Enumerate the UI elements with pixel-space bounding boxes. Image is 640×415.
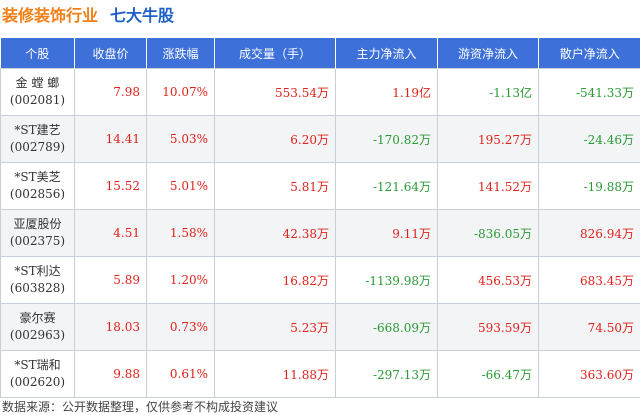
stock-name: *ST利达 (14, 264, 61, 278)
value-cell: 9.88 (74, 350, 147, 398)
stock-name: 亚厦股份 (13, 217, 62, 231)
value-cell: 9.11万 (335, 209, 438, 257)
title: 装修装饰行业 七大牛股 (2, 2, 174, 26)
value-cell: 0.73% (146, 303, 215, 351)
table-body: 金 螳 螂 (002081) 7.98 10.07% 553.54万 1.19亿 -1.13… (0, 68, 640, 398)
stock-cell: *ST瑞和 (002620) (0, 350, 75, 398)
value-cell: 141.52万 (437, 162, 539, 210)
value-cell: -121.64万 (335, 162, 438, 210)
value-cell: 5.89 (74, 256, 147, 304)
value-cell: 11.88万 (214, 350, 336, 398)
value-cell: 10.07% (146, 68, 215, 116)
value-cell: 5.03% (146, 115, 215, 163)
value-cell: 42.38万 (214, 209, 336, 257)
column-header: 收盘价 (74, 38, 147, 69)
value-cell: 74.50万 (538, 303, 640, 351)
stock-code: (002081) (9, 93, 66, 107)
value-cell: 18.03 (74, 303, 147, 351)
value-cell: -1.13亿 (437, 68, 539, 116)
value-cell: -836.05万 (437, 209, 539, 257)
table-row: *ST利达 (603828) 5.89 1.20% 16.82万 -1139.98万 456… (0, 256, 640, 304)
value-cell: -66.47万 (437, 350, 539, 398)
value-cell: 363.60万 (538, 350, 640, 398)
table-row: *ST瑞和 (002620) 9.88 0.61% 11.88万 -297.13万 -66.… (0, 350, 640, 398)
table-row: *ST建艺 (002789) 14.41 5.03% 6.20万 -170.82万 195.… (0, 115, 640, 163)
value-cell: 1.20% (146, 256, 215, 304)
stock-cell: 金 螳 螂 (002081) (0, 68, 75, 116)
stock-cell: *ST利达 (603828) (0, 256, 75, 304)
value-cell: 5.81万 (214, 162, 336, 210)
stock-code: (603828) (9, 281, 66, 295)
stock-code: (002789) (9, 140, 66, 154)
value-cell: 1.19亿 (335, 68, 438, 116)
value-cell: 1.58% (146, 209, 215, 257)
value-cell: 16.82万 (214, 256, 336, 304)
table-row: 豪尔赛 (002963) 18.03 0.73% 5.23万 -668.09万 593.59… (0, 303, 640, 351)
column-header: 成交量（手） (214, 38, 336, 69)
column-header: 游资净流入 (437, 38, 539, 69)
value-cell: -24.46万 (538, 115, 640, 163)
title-subject: 七大牛股 (110, 6, 175, 25)
stock-code: (002856) (9, 187, 66, 201)
column-header: 涨跌幅 (146, 38, 215, 69)
stock-name: *ST瑞和 (14, 358, 61, 372)
value-cell: 4.51 (74, 209, 147, 257)
value-cell: 14.41 (74, 115, 147, 163)
value-cell: 5.23万 (214, 303, 336, 351)
stock-code: (002963) (9, 328, 66, 342)
value-cell: 826.94万 (538, 209, 640, 257)
column-header: 主力净流入 (335, 38, 438, 69)
value-cell: -297.13万 (335, 350, 438, 398)
table-row: *ST美芝 (002856) 15.52 5.01% 5.81万 -121.64万 141.… (0, 162, 640, 210)
stock-cell: 亚厦股份 (002375) (0, 209, 75, 257)
stock-cell: *ST建艺 (002789) (0, 115, 75, 163)
column-header: 散户净流入 (538, 38, 640, 69)
table-row: 亚厦股份 (002375) 4.51 1.58% 42.38万 9.11万 -836.05万… (0, 209, 640, 257)
stock-name: 金 螳 螂 (15, 76, 60, 90)
value-cell: 0.61% (146, 350, 215, 398)
stock-code: (002375) (9, 234, 66, 248)
value-cell: 6.20万 (214, 115, 336, 163)
column-header: 个股 (0, 38, 75, 69)
stock-table: 个股 收盘价 涨跌幅 成交量（手） 主力净流入 游资净流入 散户净流入 金 螳 螂 (0020… (0, 38, 640, 398)
stock-cell: *ST美芝 (002856) (0, 162, 75, 210)
stock-name: *ST美芝 (14, 170, 61, 184)
value-cell: 593.59万 (437, 303, 539, 351)
value-cell: -541.33万 (538, 68, 640, 116)
stock-code: (002620) (9, 375, 66, 389)
stock-name: 豪尔赛 (19, 311, 56, 325)
title-category: 装修装饰行业 (2, 6, 99, 25)
stock-cell: 豪尔赛 (002963) (0, 303, 75, 351)
value-cell: 5.01% (146, 162, 215, 210)
value-cell: 683.45万 (538, 256, 640, 304)
stock-name: *ST建艺 (14, 123, 61, 137)
value-cell: -19.88万 (538, 162, 640, 210)
source-note: 数据来源：公开数据整理，仅供参考不构成投资建议 (2, 400, 279, 414)
value-cell: 195.27万 (437, 115, 539, 163)
value-cell: 7.98 (74, 68, 147, 116)
header-row: 个股 收盘价 涨跌幅 成交量（手） 主力净流入 游资净流入 散户净流入 (0, 38, 640, 69)
value-cell: 553.54万 (214, 68, 336, 116)
value-cell: 15.52 (74, 162, 147, 210)
value-cell: -170.82万 (335, 115, 438, 163)
value-cell: 456.53万 (437, 256, 539, 304)
table-row: 金 螳 螂 (002081) 7.98 10.07% 553.54万 1.19亿 -1.13… (0, 68, 640, 116)
value-cell: -1139.98万 (335, 256, 438, 304)
value-cell: -668.09万 (335, 303, 438, 351)
